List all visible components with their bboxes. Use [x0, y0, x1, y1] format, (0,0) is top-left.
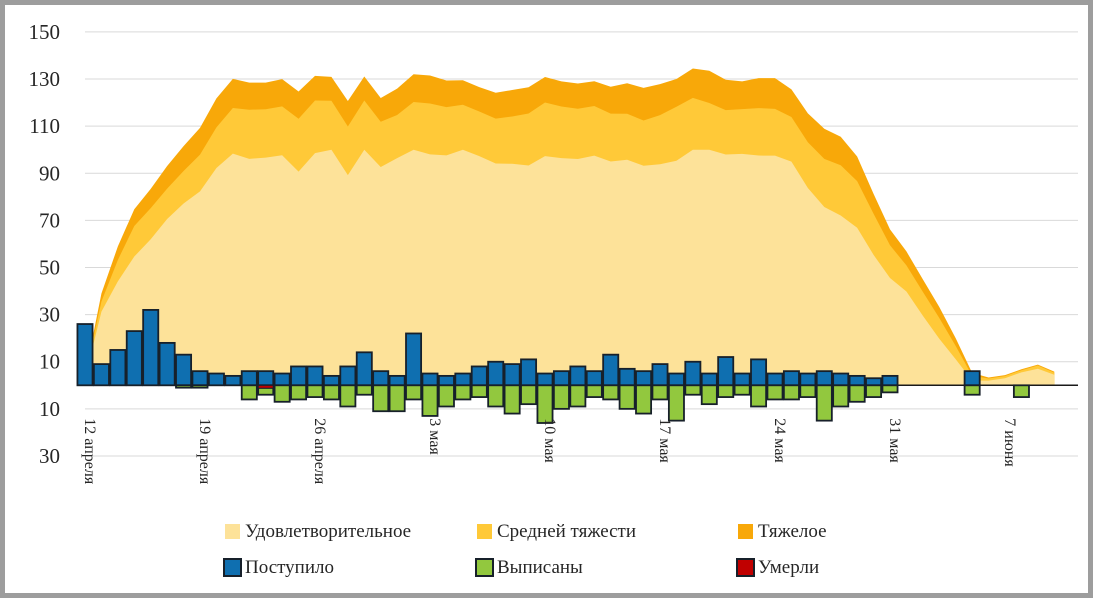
svg-text:24 мая: 24 мая [771, 418, 788, 463]
svg-text:110: 110 [29, 114, 60, 138]
svg-text:70: 70 [39, 208, 60, 232]
svg-text:31 мая: 31 мая [886, 418, 903, 463]
svg-text:12 апреля: 12 апреля [81, 418, 98, 485]
svg-text:Умерли: Умерли [758, 557, 819, 578]
svg-text:26 апреля: 26 апреля [311, 418, 328, 485]
svg-text:3 мая: 3 мая [426, 418, 443, 455]
svg-text:Удовлетворительное: Удовлетворительное [245, 521, 411, 542]
svg-text:19 апреля: 19 апреля [196, 418, 213, 485]
svg-text:50: 50 [39, 256, 60, 280]
svg-text:Выписаны: Выписаны [497, 557, 583, 578]
svg-text:Поступило: Поступило [245, 557, 334, 578]
svg-text:90: 90 [39, 161, 60, 185]
svg-text:150: 150 [29, 20, 61, 44]
svg-text:30: 30 [39, 444, 60, 468]
svg-text:Средней тяжести: Средней тяжести [497, 521, 636, 542]
svg-text:130: 130 [29, 67, 61, 91]
svg-text:10: 10 [39, 350, 60, 374]
svg-text:10 мая: 10 мая [541, 418, 558, 463]
svg-text:30: 30 [39, 303, 60, 327]
svg-text:7 июня: 7 июня [1001, 418, 1018, 467]
svg-text:10: 10 [39, 397, 60, 421]
svg-text:Тяжелое: Тяжелое [758, 521, 827, 542]
svg-text:17 мая: 17 мая [656, 418, 673, 463]
